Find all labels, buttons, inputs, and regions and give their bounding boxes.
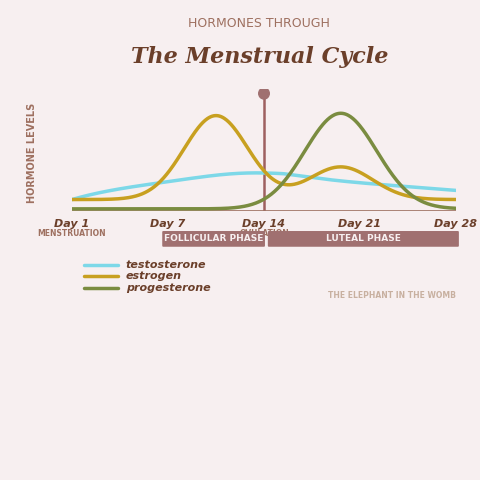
- Text: Day 14: Day 14: [242, 219, 286, 229]
- Ellipse shape: [259, 88, 269, 99]
- Text: Day 1: Day 1: [54, 219, 90, 229]
- Text: estrogen: estrogen: [126, 272, 182, 281]
- Text: Day 7: Day 7: [150, 219, 186, 229]
- Text: HORMONES THROUGH: HORMONES THROUGH: [188, 17, 330, 30]
- Text: testosterone: testosterone: [126, 260, 206, 270]
- Text: The Menstrual Cycle: The Menstrual Cycle: [131, 46, 388, 68]
- Text: HORMONE LEVELS: HORMONE LEVELS: [27, 103, 36, 203]
- Text: LUTEAL PHASE: LUTEAL PHASE: [326, 234, 401, 243]
- Text: Day 28: Day 28: [434, 219, 478, 229]
- Text: OVULATION: OVULATION: [239, 228, 289, 238]
- Text: Day 21: Day 21: [338, 219, 382, 229]
- FancyBboxPatch shape: [268, 231, 459, 247]
- Text: THE ELEPHANT IN THE WOMB: THE ELEPHANT IN THE WOMB: [328, 290, 456, 300]
- FancyBboxPatch shape: [162, 231, 265, 247]
- Text: MENSTRUATION: MENSTRUATION: [38, 228, 106, 238]
- Text: FOLLICULAR PHASE: FOLLICULAR PHASE: [164, 234, 264, 243]
- Text: progesterone: progesterone: [126, 283, 210, 293]
